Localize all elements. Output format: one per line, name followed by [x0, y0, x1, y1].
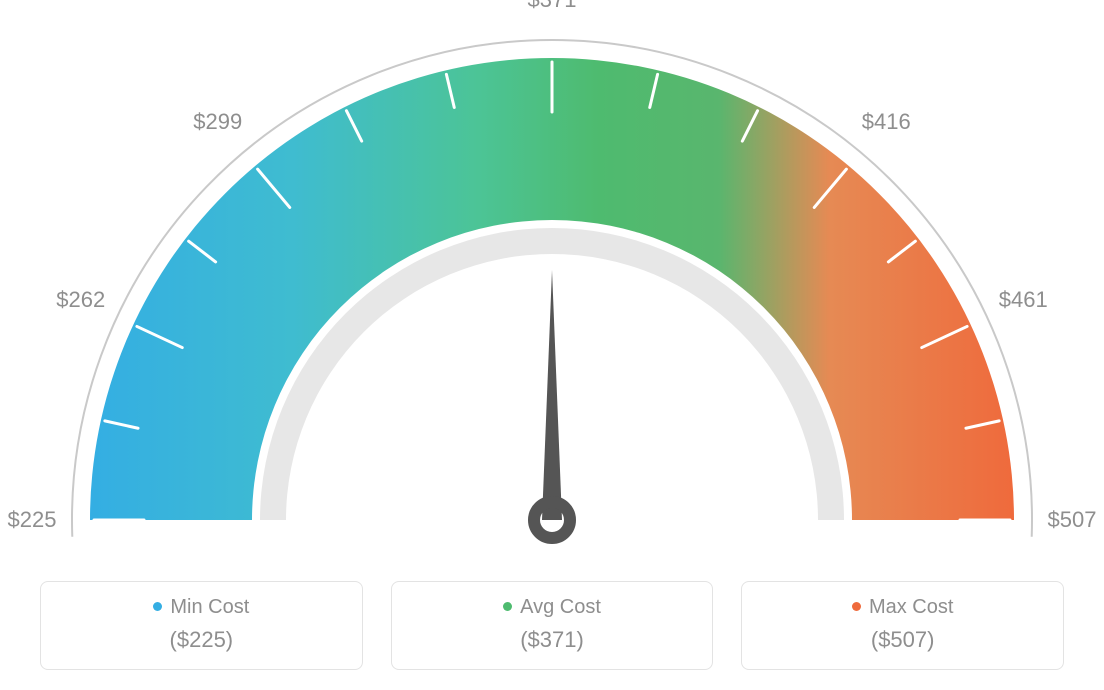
- gauge-svg: [0, 0, 1104, 570]
- legend-value-min: ($225): [51, 627, 352, 653]
- gauge-tick-label: $225: [8, 507, 57, 533]
- legend-row: Min Cost ($225) Avg Cost ($371) Max Cost…: [0, 581, 1104, 670]
- gauge-tick-label: $262: [56, 287, 105, 313]
- gauge-tick-label: $371: [528, 0, 577, 13]
- gauge-tick-label: $299: [193, 109, 242, 135]
- dot-icon-max: [852, 602, 861, 611]
- legend-card-max: Max Cost ($507): [741, 581, 1064, 670]
- legend-card-avg: Avg Cost ($371): [391, 581, 714, 670]
- legend-title-avg-text: Avg Cost: [520, 596, 601, 618]
- legend-title-min: Min Cost: [51, 596, 352, 619]
- legend-card-min: Min Cost ($225): [40, 581, 363, 670]
- legend-title-max-text: Max Cost: [869, 596, 953, 618]
- gauge-chart: $225 $262 $299 $371 $416 $461 $507: [0, 0, 1104, 570]
- legend-title-avg: Avg Cost: [402, 596, 703, 619]
- dot-icon-min: [153, 602, 162, 611]
- legend-title-max: Max Cost: [752, 596, 1053, 619]
- dot-icon-avg: [503, 602, 512, 611]
- gauge-tick-label: $507: [1048, 507, 1097, 533]
- legend-title-min-text: Min Cost: [170, 596, 249, 618]
- gauge-tick-label: $416: [862, 109, 911, 135]
- cost-gauge-container: $225 $262 $299 $371 $416 $461 $507 Min Cost ($…: [0, 0, 1104, 690]
- legend-value-max: ($507): [752, 627, 1053, 653]
- gauge-tick-label: $461: [999, 287, 1048, 313]
- legend-value-avg: ($371): [402, 627, 703, 653]
